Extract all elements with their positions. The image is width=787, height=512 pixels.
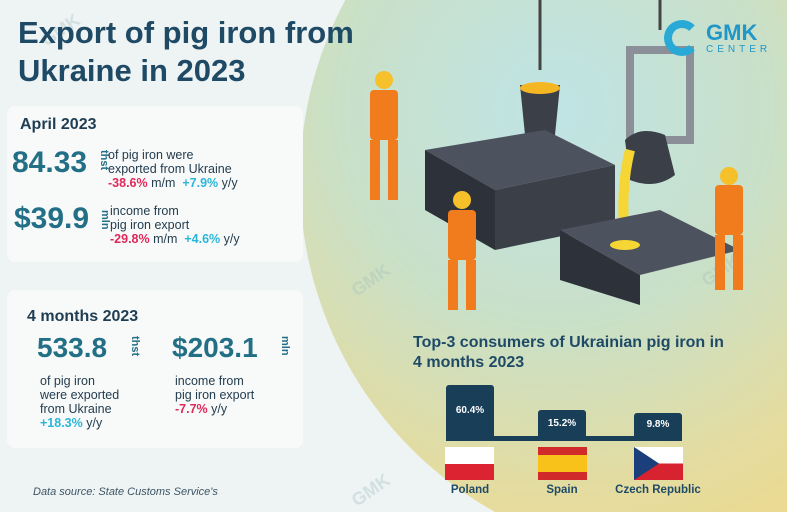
data-source: Data source: State Customs Service's [33, 486, 218, 498]
category-label: Poland [450, 484, 490, 496]
bar-spain: 15.2% [538, 410, 586, 441]
yy-change: +7.9% [182, 176, 219, 190]
desc-line: were exported [40, 388, 120, 402]
bar-czech-republic: 9.8% [634, 413, 682, 441]
category-label: Spain [546, 484, 578, 496]
watermark: GMK [347, 469, 394, 511]
yy-change: +4.6% [184, 232, 221, 246]
mm-change: -38.6% [108, 176, 148, 190]
yy-label: y/y [221, 176, 238, 190]
spain-flag-icon [538, 447, 587, 480]
months-volume-value: 533.8 [37, 332, 108, 363]
mm-label: m/m [151, 176, 176, 190]
desc-line: from Ukraine [40, 402, 112, 416]
mm-label: m/m [153, 232, 178, 246]
april-income-value: $39.9 [14, 202, 90, 235]
mm-change: -29.8% [110, 232, 150, 246]
april-heading: April 2023 [20, 116, 97, 133]
months-volume-unit: thst [129, 336, 141, 357]
bar-value-label: 9.8% [646, 419, 670, 431]
april-income-desc: income from pig iron export -29.8% m/m +… [110, 204, 240, 246]
bar-value-label: 15.2% [547, 417, 577, 429]
months-income-value: $203.1 [172, 332, 258, 363]
desc-line: pig iron export [175, 388, 255, 402]
category-label: Czech Republic [615, 484, 701, 496]
yy-label: y/y [211, 402, 228, 416]
chart-title: Top-3 consumers of Ukrainian pig iron in… [413, 334, 724, 371]
page-title: Export of pig iron from Ukraine in 2023 [18, 15, 354, 88]
czech-flag-icon [634, 447, 683, 480]
desc-line: of pig iron [40, 374, 95, 388]
bar-value-label: 60.4% [455, 404, 485, 416]
logo-ring-icon [664, 20, 700, 56]
april-volume-desc: of pig iron were exported from Ukraine -… [108, 148, 238, 190]
logo-subtext: CENTER [706, 43, 772, 55]
months-income-unit: mln [279, 336, 291, 356]
desc-line: pig iron export [110, 218, 190, 232]
april-card: April 2023 84.33 thst of pig iron were e… [7, 106, 303, 262]
april-volume-value: 84.33 [12, 146, 88, 179]
yy-change: -7.7% [175, 402, 208, 416]
months-volume-desc: of pig iron were exported from Ukraine +… [40, 374, 119, 430]
months-income-desc: income from pig iron export -7.7% y/y [175, 374, 254, 416]
yy-change: +18.3% [40, 416, 83, 430]
bar-poland: 60.4% [446, 384, 494, 441]
desc-line: income from [175, 374, 244, 388]
logo-text: GMK [706, 19, 758, 45]
steel-foundry-illustration [370, 0, 743, 310]
months-heading: 4 months 2023 [27, 308, 139, 325]
yy-label: y/y [86, 416, 103, 430]
four-months-card: 4 months 2023 533.8 thst of pig iron wer… [7, 290, 303, 448]
poland-flag-icon [445, 447, 494, 480]
desc-line: income from [110, 204, 179, 218]
desc-line: of pig iron were [108, 148, 194, 162]
yy-label: y/y [223, 232, 240, 246]
gmk-logo: GMK CENTER [664, 20, 771, 56]
desc-line: exported from Ukraine [108, 162, 232, 176]
